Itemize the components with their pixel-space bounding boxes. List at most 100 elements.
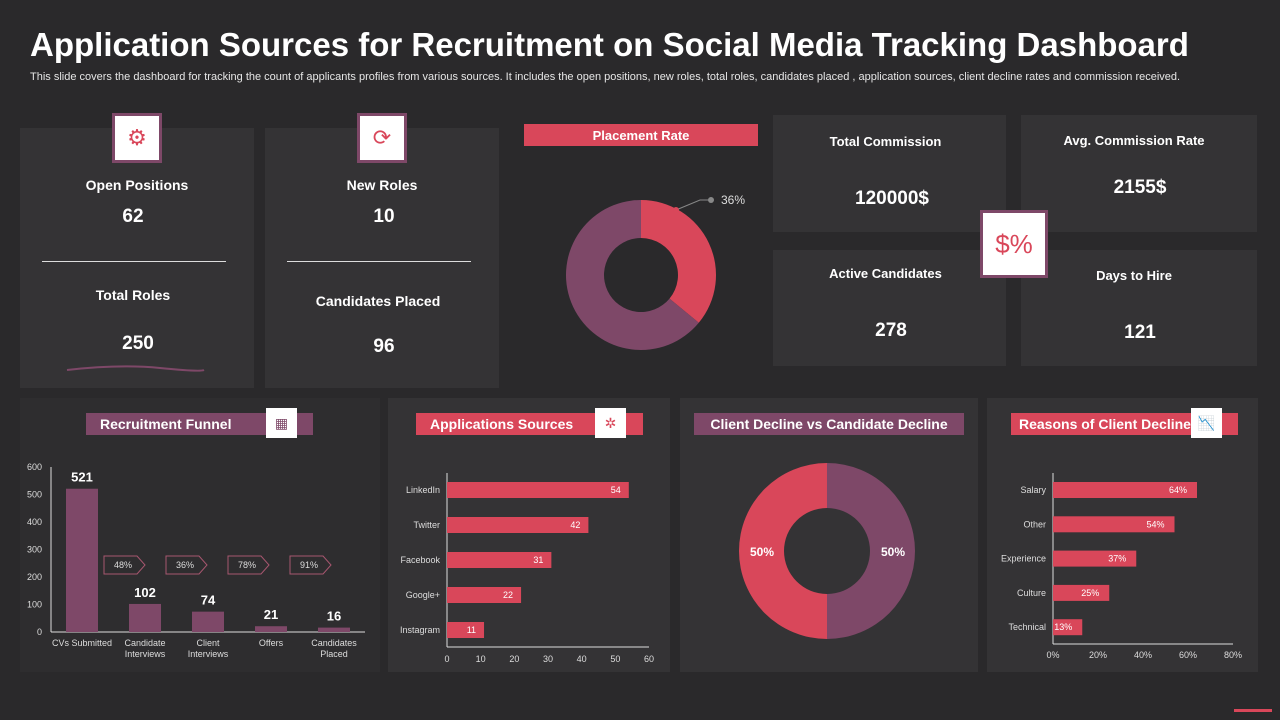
conversion-label: 91% [300,560,318,570]
funnel-value-label: 16 [327,609,341,624]
active-candidates-value: 278 [875,320,907,341]
x-tick-label: 50 [610,654,620,664]
funnel-category-label: Placed [320,649,348,659]
reason-value-label: 25% [1081,588,1099,598]
x-tick-label: 20% [1089,650,1107,660]
recruit-cycle-icon: ⟳ [357,113,407,163]
active-candidates-label: Active Candidates [829,266,942,281]
kpi-active-candidates [773,250,1006,366]
x-tick-label: 40 [577,654,587,664]
funnel-bar [129,603,161,632]
commission-icon: $% [980,210,1048,278]
reason-value-label: 37% [1108,554,1126,564]
reasons-decline-panel [987,398,1258,672]
donut-slice-placed [641,200,716,323]
decline-compare-header: Client Decline vs Candidate Decline [694,413,964,435]
x-tick-label: 80% [1224,650,1242,660]
funnel-bar [318,627,350,632]
days-to-hire-value: 121 [1124,322,1156,343]
funnel-category-label: Interviews [188,649,229,659]
source-bar [447,552,552,568]
page-title: Application Sources for Recruitment on S… [30,26,1189,63]
open-positions-value: 62 [122,206,144,227]
y-tick-label: 600 [27,462,42,472]
x-tick-label: 10 [476,654,486,664]
kpi-panel-positions [20,128,254,388]
client-decline-slice [738,463,827,639]
candidates-placed-label: Candidates Placed [315,293,441,309]
reason-bar [1053,516,1175,533]
funnel-bar [66,488,98,632]
conversion-arrow [103,555,146,575]
source-bar [447,587,522,603]
x-tick-label: 20 [509,654,519,664]
reason-value-label: 13% [1054,622,1072,632]
placement-rate-label: 36% [721,193,746,207]
chart-decline-icon: 📉 [1191,408,1222,438]
new-roles-label: New Roles [346,177,418,193]
conversion-label: 36% [176,560,194,570]
source-value-label: 54 [611,485,621,495]
x-tick-label: 60 [644,654,654,664]
conversion-arrow [165,555,208,575]
open-positions-label: Open Positions [85,177,189,193]
source-bar [447,517,589,533]
source-category-label: LinkedIn [406,485,440,495]
reason-category-label: Salary [1020,485,1046,495]
total-roles-label: Total Roles [95,287,171,303]
total-commission-value: 120000$ [855,188,929,209]
reason-bar [1053,482,1197,498]
funnel-bar [192,611,224,632]
total-roles-value: 250 [122,333,154,354]
y-tick-label: 100 [27,600,42,610]
x-tick-label: 60% [1179,650,1197,660]
y-tick-label: 500 [27,490,42,500]
team-icon: ⚙ [112,113,162,163]
funnel-category-label: CVs Submitted [52,638,112,648]
funnel-value-label: 102 [134,585,156,600]
reason-category-label: Technical [1008,622,1046,632]
funnel-value-label: 521 [71,470,93,485]
candidate-decline-label: 50% [881,545,905,559]
y-tick-label: 200 [27,572,42,582]
kpi-days-to-hire [1021,250,1257,366]
source-category-label: Google+ [406,590,440,600]
divider [42,261,226,262]
days-to-hire-label: Days to Hire [1096,268,1172,283]
x-tick-label: 40% [1134,650,1152,660]
funnel-category-label: Client [196,638,220,648]
y-tick-label: 0 [37,627,42,637]
reason-category-label: Other [1023,519,1046,529]
reason-value-label: 54% [1146,519,1164,529]
leader-line [675,199,711,211]
placement-rate-header: Placement Rate [524,124,758,146]
donut-slice-remaining [566,200,699,351]
x-tick-label: 0 [444,654,449,664]
leader-dot [673,207,679,213]
application-sources-panel [388,398,670,672]
reason-value-label: 64% [1169,485,1187,495]
candidates-placed-value: 96 [373,336,395,357]
source-value-label: 11 [467,625,476,635]
funnel-category-label: Offers [259,638,284,648]
sources-header: Applications Sources [416,413,643,435]
conversion-label: 78% [238,560,256,570]
source-value-label: 42 [570,520,580,530]
kpi-avg-commission [1021,115,1257,232]
source-category-label: Twitter [413,520,440,530]
kpi-panel-roles [265,128,499,388]
y-tick-label: 400 [27,517,42,527]
x-tick-label: 30 [543,654,553,664]
conversion-arrow [289,555,332,575]
source-bar [447,482,629,498]
funnel-value-label: 21 [264,607,278,622]
kpi-total-commission [773,115,1006,232]
funnel-icon: ▦ [266,408,297,438]
reason-category-label: Culture [1017,588,1046,598]
reason-bar [1053,584,1110,601]
avg-commission-value: 2155$ [1113,177,1167,198]
conversion-arrow [227,555,270,575]
funnel-category-label: Candidate [124,638,165,648]
new-roles-value: 10 [373,206,395,227]
